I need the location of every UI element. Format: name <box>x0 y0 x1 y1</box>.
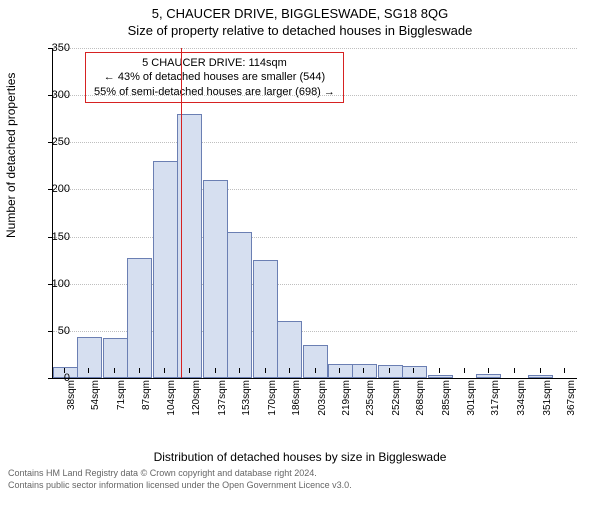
annotation-line: ← 43% of detached houses are smaller (54… <box>94 70 335 84</box>
gridline <box>53 189 577 190</box>
histogram-bar <box>277 321 302 378</box>
xtick-mark <box>514 368 515 373</box>
ytick-label: 150 <box>40 231 70 243</box>
marker-line <box>181 48 182 378</box>
xtick-mark <box>363 368 364 373</box>
histogram-bar <box>77 337 102 378</box>
xtick-mark <box>215 368 216 373</box>
histogram-bar <box>528 375 553 378</box>
xtick-label: 137sqm <box>217 380 228 420</box>
gridline <box>53 142 577 143</box>
xtick-mark <box>413 368 414 373</box>
xtick-label: 285sqm <box>441 380 452 420</box>
xtick-label: 252sqm <box>391 380 402 420</box>
footer: Contains HM Land Registry data © Crown c… <box>0 464 600 491</box>
histogram-bar <box>153 161 178 378</box>
histogram-bar <box>127 258 152 378</box>
ytick-label: 50 <box>40 325 70 337</box>
histogram-bar <box>227 232 252 378</box>
xtick-label: 153sqm <box>241 380 252 420</box>
y-axis-label: Number of detached properties <box>4 73 18 238</box>
xtick-label: 54sqm <box>90 380 101 420</box>
histogram-bar <box>303 345 328 378</box>
xtick-mark <box>239 368 240 373</box>
xtick-mark <box>439 368 440 373</box>
ytick-label: 350 <box>40 42 70 54</box>
xtick-mark <box>114 368 115 373</box>
xtick-mark <box>540 368 541 373</box>
xtick-label: 186sqm <box>291 380 302 420</box>
page-subtitle: Size of property relative to detached ho… <box>0 23 600 38</box>
histogram-bar <box>378 365 403 378</box>
xtick-label: 235sqm <box>365 380 376 420</box>
page-title: 5, CHAUCER DRIVE, BIGGLESWADE, SG18 8QG <box>0 6 600 21</box>
ytick-label: 100 <box>40 278 70 290</box>
xtick-mark <box>189 368 190 373</box>
annotation-line: 55% of semi-detached houses are larger (… <box>94 85 335 99</box>
xtick-label: 268sqm <box>415 380 426 420</box>
xtick-label: 87sqm <box>141 380 152 420</box>
histogram-bar <box>428 375 453 378</box>
xtick-mark <box>139 368 140 373</box>
xtick-mark <box>488 368 489 373</box>
xtick-label: 317sqm <box>490 380 501 420</box>
xtick-mark <box>64 368 65 373</box>
histogram-bar <box>476 374 501 378</box>
histogram-bar <box>352 364 377 378</box>
xtick-label: 203sqm <box>317 380 328 420</box>
histogram-bar <box>328 364 353 378</box>
ytick-label: 250 <box>40 136 70 148</box>
chart-container: Number of detached properties 5 CHAUCER … <box>0 38 600 448</box>
histogram-bar <box>402 366 427 378</box>
xtick-mark <box>315 368 316 373</box>
histogram-bar <box>103 338 128 378</box>
xtick-mark <box>88 368 89 373</box>
xtick-label: 38sqm <box>66 380 77 420</box>
xtick-mark <box>164 368 165 373</box>
x-axis-label: Distribution of detached houses by size … <box>0 450 600 464</box>
xtick-label: 120sqm <box>191 380 202 420</box>
histogram-bar <box>203 180 228 378</box>
xtick-mark <box>289 368 290 373</box>
xtick-label: 170sqm <box>267 380 278 420</box>
xtick-mark <box>265 368 266 373</box>
xtick-label: 71sqm <box>116 380 127 420</box>
xtick-label: 351sqm <box>542 380 553 420</box>
annotation-line: 5 CHAUCER DRIVE: 114sqm <box>94 56 335 70</box>
xtick-label: 301sqm <box>466 380 477 420</box>
xtick-mark <box>339 368 340 373</box>
gridline <box>53 48 577 49</box>
footer-line: Contains public sector information licen… <box>8 480 592 492</box>
xtick-mark <box>389 368 390 373</box>
ytick-label: 300 <box>40 89 70 101</box>
xtick-mark <box>464 368 465 373</box>
xtick-label: 104sqm <box>166 380 177 420</box>
xtick-label: 334sqm <box>516 380 527 420</box>
ytick-label: 200 <box>40 183 70 195</box>
plot-area: 5 CHAUCER DRIVE: 114sqm ← 43% of detache… <box>52 48 577 379</box>
histogram-bar <box>253 260 278 378</box>
xtick-label: 367sqm <box>566 380 577 420</box>
xtick-label: 219sqm <box>341 380 352 420</box>
gridline <box>53 237 577 238</box>
xtick-mark <box>564 368 565 373</box>
footer-line: Contains HM Land Registry data © Crown c… <box>8 468 592 480</box>
gridline <box>53 95 577 96</box>
